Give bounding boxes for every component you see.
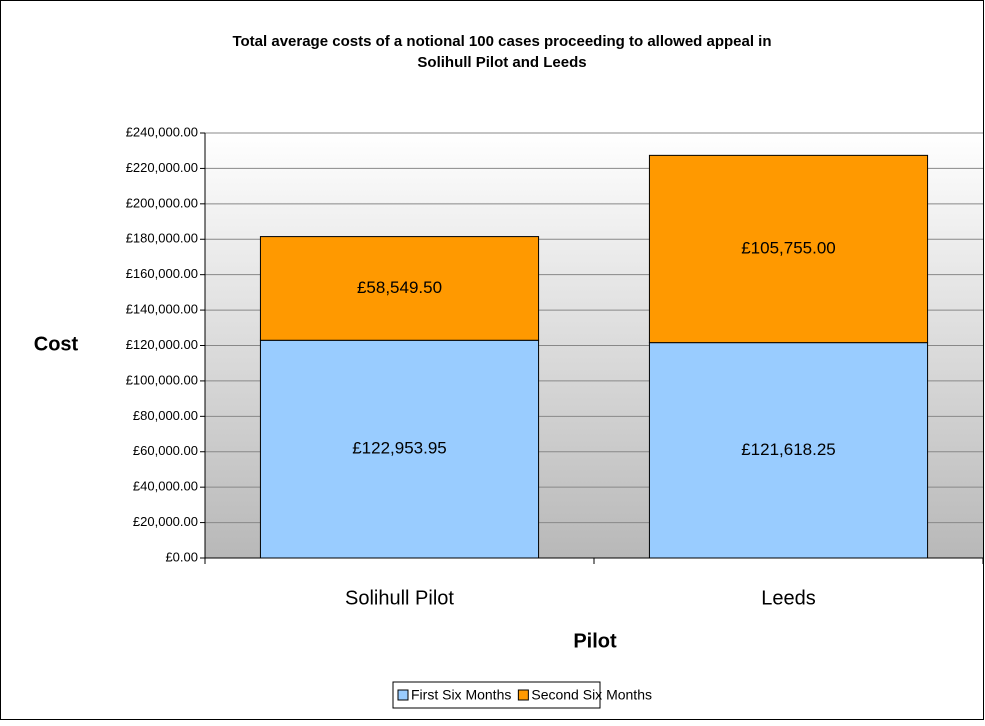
legend-box <box>392 681 601 709</box>
y-tick-label: £60,000.00 <box>133 443 198 458</box>
y-tick-label: £180,000.00 <box>126 231 198 246</box>
chart-title: Solihull Pilot and Leeds <box>417 54 586 71</box>
y-tick-label: £200,000.00 <box>126 195 198 210</box>
y-tick-label: £0.00 <box>165 549 198 564</box>
y-tick-label: £240,000.00 <box>126 124 198 139</box>
bar-segment <box>648 154 929 344</box>
data-label: £58,549.50 <box>357 278 442 297</box>
legend-swatch <box>397 689 409 701</box>
y-tick-label: £20,000.00 <box>133 514 198 529</box>
bar-segment <box>259 236 540 341</box>
legend-label: Second Six Months <box>531 687 652 703</box>
x-tick-label: Leeds <box>761 587 816 609</box>
y-tick-label: £100,000.00 <box>126 372 198 387</box>
y-tick-label: £80,000.00 <box>133 408 198 423</box>
data-label: £105,755.00 <box>741 238 836 257</box>
y-tick-label: £220,000.00 <box>126 160 198 175</box>
legend-swatch <box>517 689 529 701</box>
y-tick-label: £140,000.00 <box>126 302 198 317</box>
y-tick-label: £120,000.00 <box>126 337 198 352</box>
y-tick-label: £160,000.00 <box>126 266 198 281</box>
data-label: £121,618.25 <box>741 440 836 459</box>
y-tick-label: £40,000.00 <box>133 479 198 494</box>
legend-label: First Six Months <box>411 687 511 703</box>
y-axis-label: Cost <box>34 333 79 355</box>
bar-segment <box>259 339 540 559</box>
x-tick-label: Solihull Pilot <box>345 587 454 609</box>
data-label: £122,953.95 <box>352 439 447 458</box>
bar-segment <box>648 342 929 559</box>
x-axis-label: Pilot <box>573 630 617 652</box>
chart-title: Total average costs of a notional 100 ca… <box>232 33 771 50</box>
